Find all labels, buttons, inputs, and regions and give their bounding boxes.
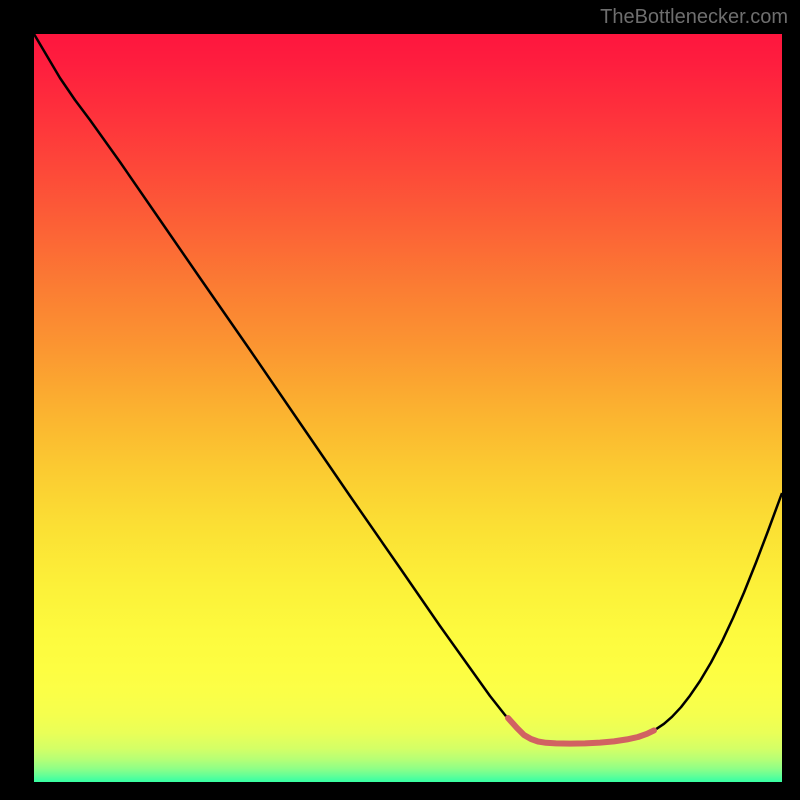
chart-svg [0, 0, 800, 800]
gradient-plot-area [34, 34, 782, 782]
figure-root: TheBottlenecker.com [0, 0, 800, 800]
watermark-text: TheBottlenecker.com [600, 6, 788, 29]
plot-container [0, 0, 800, 800]
